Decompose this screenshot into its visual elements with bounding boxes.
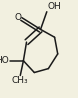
Text: HO: HO — [0, 56, 9, 65]
Text: OH: OH — [48, 2, 61, 11]
Text: O: O — [14, 13, 21, 22]
Text: CH₃: CH₃ — [12, 76, 29, 85]
